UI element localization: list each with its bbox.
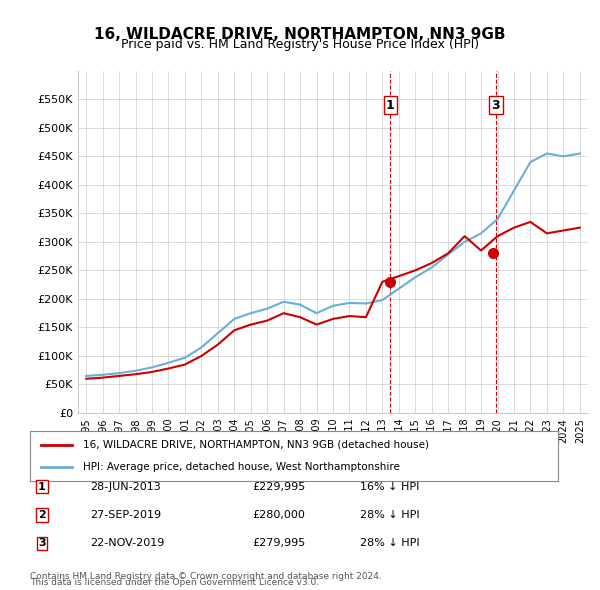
- Text: 28% ↓ HPI: 28% ↓ HPI: [360, 510, 419, 520]
- Text: £280,000: £280,000: [252, 510, 305, 520]
- Text: Contains HM Land Registry data © Crown copyright and database right 2024.: Contains HM Land Registry data © Crown c…: [30, 572, 382, 581]
- Text: 2: 2: [38, 510, 46, 520]
- Text: 27-SEP-2019: 27-SEP-2019: [90, 510, 161, 520]
- Text: £279,995: £279,995: [252, 539, 305, 548]
- Text: 1: 1: [38, 482, 46, 491]
- Text: 22-NOV-2019: 22-NOV-2019: [90, 539, 164, 548]
- Text: 16, WILDACRE DRIVE, NORTHAMPTON, NN3 9GB: 16, WILDACRE DRIVE, NORTHAMPTON, NN3 9GB: [94, 27, 506, 41]
- Text: This data is licensed under the Open Government Licence v3.0.: This data is licensed under the Open Gov…: [30, 578, 319, 587]
- Text: 16% ↓ HPI: 16% ↓ HPI: [360, 482, 419, 491]
- Text: 1: 1: [386, 99, 395, 112]
- Text: 16, WILDACRE DRIVE, NORTHAMPTON, NN3 9GB (detached house): 16, WILDACRE DRIVE, NORTHAMPTON, NN3 9GB…: [83, 440, 429, 450]
- Text: 3: 3: [38, 539, 46, 548]
- Text: £229,995: £229,995: [252, 482, 305, 491]
- Text: 28% ↓ HPI: 28% ↓ HPI: [360, 539, 419, 548]
- Text: 3: 3: [491, 99, 500, 112]
- Text: Price paid vs. HM Land Registry's House Price Index (HPI): Price paid vs. HM Land Registry's House …: [121, 38, 479, 51]
- Text: 28-JUN-2013: 28-JUN-2013: [90, 482, 161, 491]
- Text: HPI: Average price, detached house, West Northamptonshire: HPI: Average price, detached house, West…: [83, 462, 400, 472]
